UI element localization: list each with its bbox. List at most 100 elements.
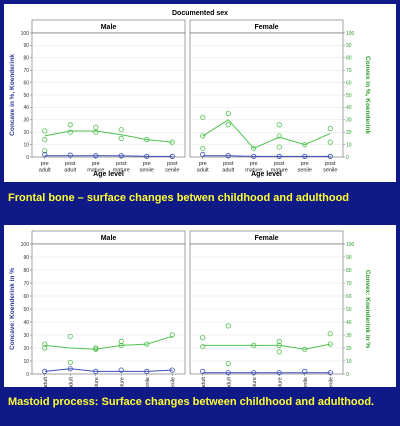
y-tick-label-left: 60 [23, 294, 29, 300]
y-axis-title-left: Concave in %, Koenderink [9, 54, 16, 136]
x-tick-label-word: mature [271, 168, 288, 174]
x-tick-label-word: mature [113, 168, 130, 174]
concave-series-line [44, 368, 173, 372]
y-tick-label-left: 70 [23, 281, 29, 287]
x-tick-label: post senile [328, 377, 334, 387]
convex-data-point [67, 122, 73, 128]
convex-data-point [225, 122, 231, 128]
convex-data-point [200, 114, 206, 120]
y-tick-label-left: 0 [26, 372, 29, 378]
x-tick-label: post mature [113, 161, 130, 174]
y-axis-title-right-group: Convex: Koenderink in % [364, 270, 371, 349]
y-tick-label-left: 30 [23, 118, 29, 124]
y-tick-label-left: 90 [23, 255, 29, 261]
y-tick-label-right: 30 [346, 118, 352, 124]
y-tick-label-right: 40 [346, 320, 352, 326]
y-tick-label-left: 40 [23, 105, 29, 111]
x-tick-label: pre mature [87, 161, 104, 174]
x-tick-label-word: adult [39, 168, 51, 174]
convex-series-line [202, 119, 331, 149]
y-axis-title-left-group: Concave in %, Koenderink [9, 54, 16, 136]
y-tick-label-right: 100 [346, 242, 355, 248]
y-tick-label-right: 10 [346, 359, 352, 365]
x-tick-label-word: pre [301, 161, 309, 167]
x-tick-label-word: senile [165, 168, 179, 174]
y-tick-label-right: 70 [346, 281, 352, 287]
x-tick-label-group: pre adult [201, 377, 207, 387]
y-tick-label-left: 10 [23, 359, 29, 365]
convex-series-line [44, 130, 173, 143]
convex-data-point [276, 144, 282, 150]
x-tick-label: pre senile [298, 161, 312, 174]
facet-label: Male [101, 24, 117, 31]
x-axis-title: Age level [251, 171, 282, 178]
x-tick-label: pre mature [94, 377, 100, 387]
x-tick-label-word: post [65, 161, 76, 167]
x-tick-label-group: post adult [68, 377, 74, 387]
convex-data-point [118, 338, 124, 345]
x-tick-label-word: post [167, 161, 178, 167]
convex-data-point [93, 124, 99, 130]
x-tick-label-word: pre [250, 161, 258, 167]
y-tick-label-left: 20 [23, 130, 29, 136]
convex-data-point [225, 111, 231, 117]
y-tick-label-right: 90 [346, 43, 352, 49]
x-tick-label: post adult [226, 377, 232, 387]
concave-series-line [44, 155, 173, 157]
y-axis-title-right: Convex: Koenderink in % [364, 270, 371, 349]
x-tick-label-word: senile [323, 168, 337, 174]
x-tick-label: post mature [119, 377, 125, 387]
x-tick-label-word: pre [92, 161, 100, 167]
convex-data-point [200, 145, 206, 151]
convex-data-point [327, 331, 333, 337]
x-tick-label-word: adult [197, 168, 209, 174]
x-tick-label: post mature [271, 161, 288, 174]
x-tick-label: post mature [277, 377, 283, 387]
convex-data-point [144, 341, 150, 347]
x-tick-label-group: pre mature [252, 377, 258, 387]
convex-data-point [327, 125, 333, 132]
y-axis-title-left: Concave: Koenderink in % [9, 268, 16, 350]
y-tick-label-right: 70 [346, 68, 352, 74]
chart-title: Documented sex [172, 10, 228, 17]
concave-data-point [118, 367, 124, 373]
convex-data-point [169, 332, 175, 338]
frontal-bone-caption: Frontal bone – surface changes betwen ch… [8, 192, 350, 204]
y-tick-label-left: 20 [23, 346, 29, 352]
y-tick-label-right: 60 [346, 294, 352, 300]
x-tick-label-word: mature [87, 168, 104, 174]
concave-data-point [200, 151, 206, 158]
y-tick-label-left: 80 [23, 56, 29, 62]
concave-data-point [42, 368, 48, 374]
y-tick-label-right: 20 [346, 130, 352, 136]
x-tick-label-word: post [325, 161, 336, 167]
convex-data-point [276, 133, 282, 139]
y-tick-label-left: 50 [23, 93, 29, 99]
x-tick-label: pre senile [145, 377, 151, 387]
convex-data-point [200, 335, 206, 341]
y-tick-label-right: 60 [346, 80, 352, 86]
x-tick-label-group: pre senile [303, 377, 309, 387]
x-tick-label: pre senile [303, 377, 309, 387]
x-tick-label: post adult [68, 377, 74, 387]
x-tick-label: pre mature [245, 161, 262, 174]
y-tick-label-right: 90 [346, 255, 352, 261]
convex-data-point [276, 122, 282, 128]
y-axis-title-right: Convex in %, Koenderink [364, 56, 371, 134]
y-tick-label-left: 100 [21, 242, 30, 248]
y-tick-label-left: 60 [23, 80, 29, 86]
x-tick-label-word: post [274, 161, 285, 167]
x-tick-label-word: senile [140, 168, 154, 174]
y-tick-label-right: 20 [346, 346, 352, 352]
convex-data-point [118, 135, 124, 141]
y-tick-label-right: 40 [346, 105, 352, 111]
convex-data-point [42, 148, 48, 154]
y-tick-label-right: 0 [346, 372, 349, 378]
concave-data-point [67, 366, 73, 372]
y-axis-title-left-group: Concave: Koenderink in % [9, 268, 16, 350]
x-tick-label-word: post [116, 161, 127, 167]
convex-data-point [276, 338, 282, 345]
mastoid-process-chart-svg: Male pre adult post adult pre mature post ma… [9, 230, 371, 387]
x-tick-label: pre adult [197, 161, 209, 174]
